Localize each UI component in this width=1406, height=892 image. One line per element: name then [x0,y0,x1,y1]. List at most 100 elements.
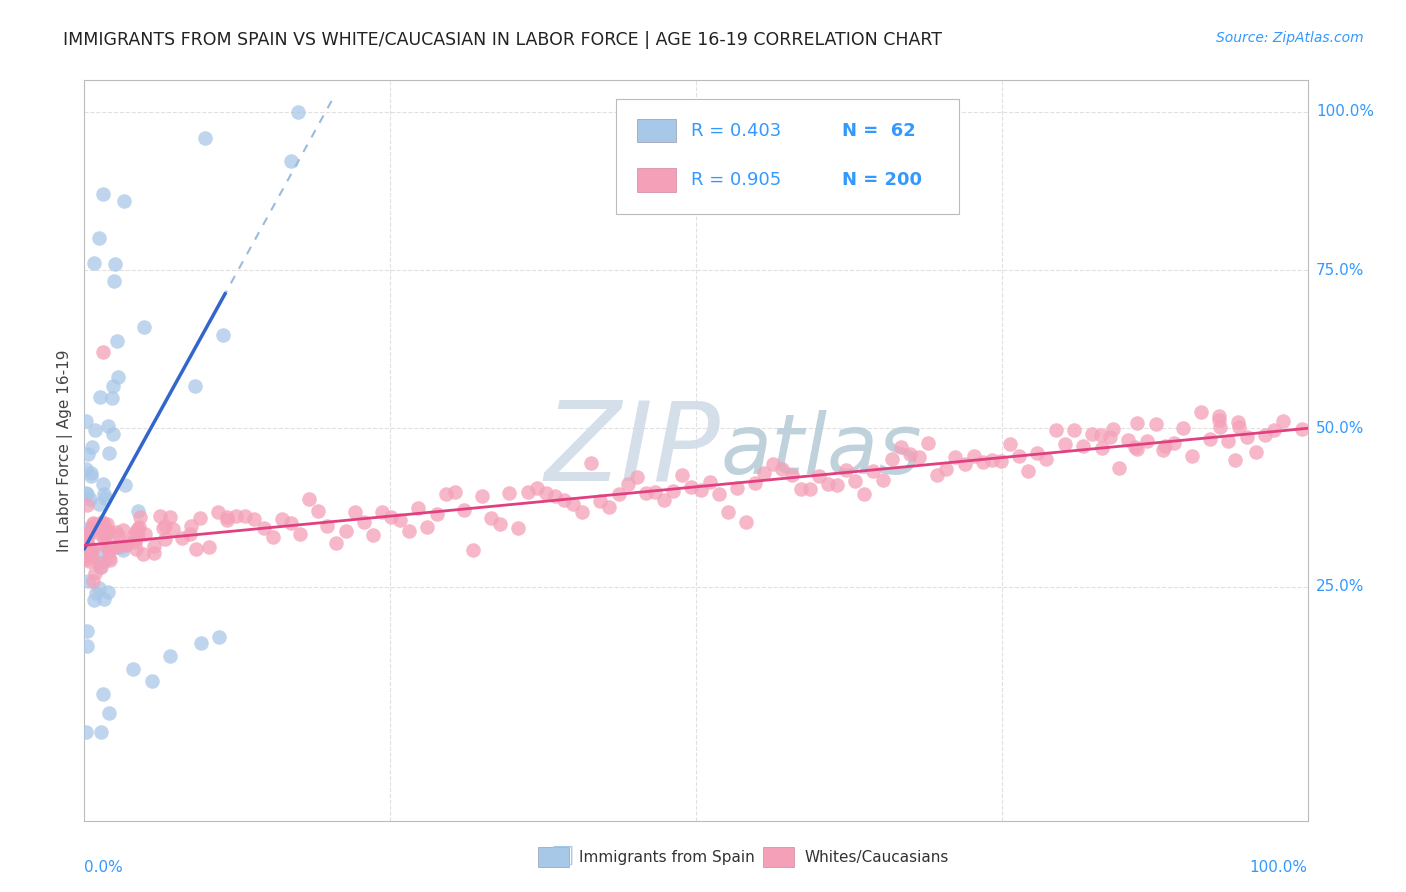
Point [1226,415,1249,429]
Point [371,505,394,519]
Point [1171,421,1194,435]
Point [434,486,457,500]
Point [101,391,124,405]
Point [103,274,125,288]
Point [853,487,876,501]
Point [1008,449,1031,463]
Point [789,482,811,496]
Point [91,187,114,202]
Point [1199,432,1222,446]
Point [927,468,949,483]
Point [180,518,202,533]
Point [1118,433,1140,447]
Point [844,475,866,489]
Point [935,461,957,475]
Point [544,489,567,503]
Point [134,527,156,541]
Point [194,131,217,145]
Point [1153,439,1175,453]
Point [917,436,939,450]
Point [235,508,257,523]
Point [1225,452,1247,467]
Point [111,543,134,558]
Point [104,541,127,555]
Point [644,485,666,500]
Point [998,437,1021,451]
Point [75,549,97,563]
Point [343,505,366,519]
Point [634,486,657,500]
FancyBboxPatch shape [637,169,676,192]
Point [125,524,148,539]
Point [104,540,127,554]
Point [105,334,128,348]
Point [114,478,136,492]
Point [188,511,211,525]
Point [1244,444,1267,458]
Point [361,528,384,542]
Point [79,492,101,507]
Point [104,257,127,271]
Point [159,649,181,664]
Point [1035,452,1057,467]
Text: Whites/Caucasians: Whites/Caucasians [804,850,949,864]
Point [945,450,967,465]
Point [425,507,447,521]
Point [97,524,120,538]
Point [353,515,375,529]
Point [125,531,148,545]
Point [1181,449,1204,463]
Point [90,560,112,574]
Point [717,505,740,519]
Point [335,524,357,539]
Point [1152,443,1174,458]
Point [125,541,148,556]
Point [94,491,117,506]
Point [762,457,785,471]
Point [908,450,931,465]
Point [607,487,630,501]
Point [86,585,108,599]
Text: R = 0.905: R = 0.905 [692,171,782,189]
Point [162,522,184,536]
Point [107,369,129,384]
Point [689,483,711,497]
Point [75,415,97,429]
Point [534,486,557,500]
Point [772,462,794,476]
Point [1026,446,1049,460]
Point [1218,434,1240,449]
Point [1208,409,1230,423]
Point [89,519,111,533]
Point [652,492,675,507]
Point [471,489,494,503]
Point [80,469,103,483]
Point [107,539,129,553]
Text: Source: ZipAtlas.com: Source: ZipAtlas.com [1216,31,1364,45]
Point [96,517,118,532]
Point [80,544,103,558]
Point [84,523,107,537]
Point [82,516,104,530]
Point [780,468,803,483]
Point [1135,434,1157,448]
Point [107,528,129,542]
Point [562,497,585,511]
Point [270,512,292,526]
Point [707,487,730,501]
Point [1209,419,1232,434]
Point [131,547,153,561]
Point [553,492,575,507]
Text: 100.0%: 100.0% [1250,860,1308,874]
Point [453,503,475,517]
Text: □: □ [551,843,574,866]
Point [735,515,758,529]
Point [825,477,848,491]
Point [508,521,530,535]
Point [972,455,994,469]
Point [835,463,858,477]
Point [89,390,111,404]
Point [1090,427,1112,442]
Point [1126,416,1149,430]
Point [953,458,976,472]
